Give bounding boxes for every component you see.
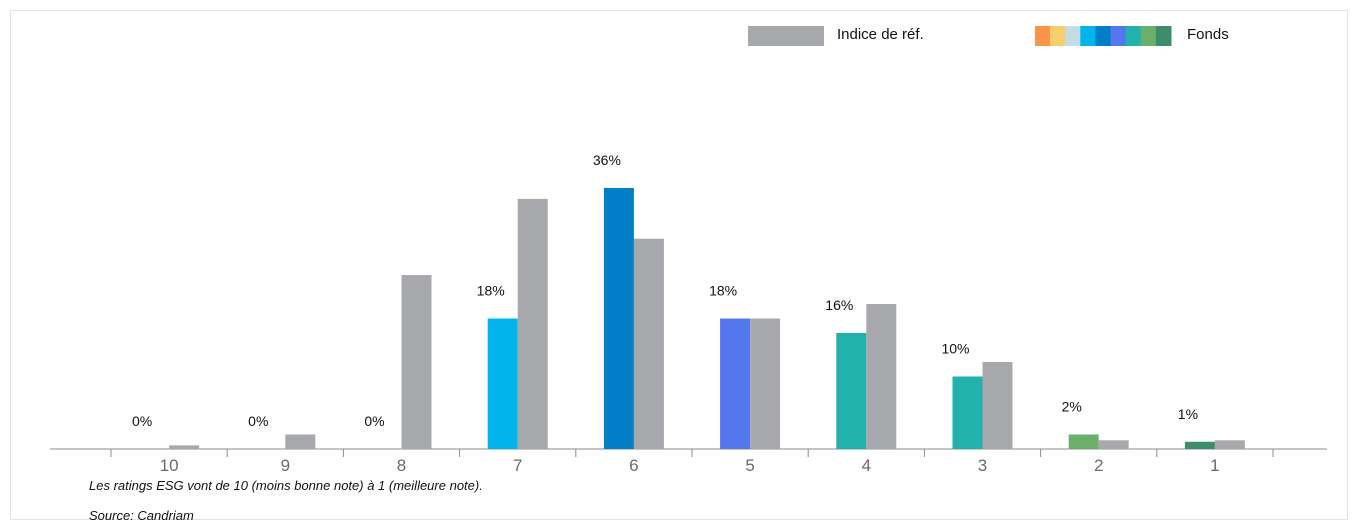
fund-bar	[720, 318, 751, 449]
legend-fund-swatch-segment	[1155, 26, 1172, 46]
x-tick-label: 2	[1094, 456, 1103, 475]
fund-bar	[603, 188, 634, 449]
benchmark-bar	[1214, 440, 1245, 449]
x-tick-label: 8	[397, 456, 406, 475]
chart-frame	[10, 10, 1348, 520]
scale-note: Les ratings ESG vont de 10 (moins bonne …	[89, 478, 483, 493]
fund-bar	[1184, 441, 1215, 449]
legend-fund-swatch-segment	[1065, 26, 1081, 46]
x-tick-label: 3	[978, 456, 987, 475]
legend-fund-swatch-segment	[1095, 26, 1112, 46]
x-tick-label: 6	[629, 456, 638, 475]
fund-value-label: 0%	[364, 413, 384, 429]
fund-value-label: 0%	[248, 413, 268, 429]
x-tick-label: 7	[513, 456, 522, 475]
legend-fund-swatch-segment	[1140, 26, 1157, 46]
benchmark-bar	[401, 275, 432, 449]
benchmark-bar	[866, 304, 897, 449]
legend-fund-label: Fonds	[1187, 26, 1229, 43]
benchmark-bar	[633, 238, 664, 449]
legend-benchmark-label: Indice de réf.	[837, 26, 924, 43]
benchmark-bar	[982, 362, 1013, 449]
fund-bar	[1068, 434, 1099, 449]
benchmark-bar	[517, 198, 548, 449]
x-tick-label: 1	[1210, 456, 1219, 475]
legend-fund-swatch-segment	[1110, 26, 1127, 46]
fund-value-label: 36%	[593, 152, 621, 168]
fund-bar	[952, 376, 983, 449]
benchmark-bar	[750, 318, 781, 449]
source-note: Source: Candriam	[89, 508, 194, 523]
x-tick-label: 5	[745, 456, 754, 475]
x-tick-label: 9	[281, 456, 290, 475]
benchmark-bar	[1098, 440, 1129, 449]
fund-bar	[836, 333, 867, 449]
fund-value-label: 18%	[709, 283, 737, 299]
fund-value-label: 10%	[941, 341, 969, 357]
fund-value-label: 1%	[1178, 406, 1198, 422]
fund-value-label: 18%	[477, 283, 505, 299]
fund-value-label: 2%	[1062, 399, 1082, 415]
x-tick-label: 10	[160, 456, 179, 475]
fund-value-label: 0%	[132, 413, 152, 429]
legend-benchmark-swatch	[748, 26, 824, 46]
fund-bar	[487, 318, 518, 449]
benchmark-bar	[285, 434, 316, 449]
legend-fund-swatch-segment	[1035, 26, 1051, 46]
legend-fund-swatch-segment	[1050, 26, 1066, 46]
legend-fund-swatch-segment	[1125, 26, 1142, 46]
x-tick-label: 4	[862, 456, 871, 475]
legend-fund-swatch-segment	[1080, 26, 1096, 46]
fund-value-label: 16%	[825, 297, 853, 313]
benchmark-bar	[169, 445, 200, 449]
